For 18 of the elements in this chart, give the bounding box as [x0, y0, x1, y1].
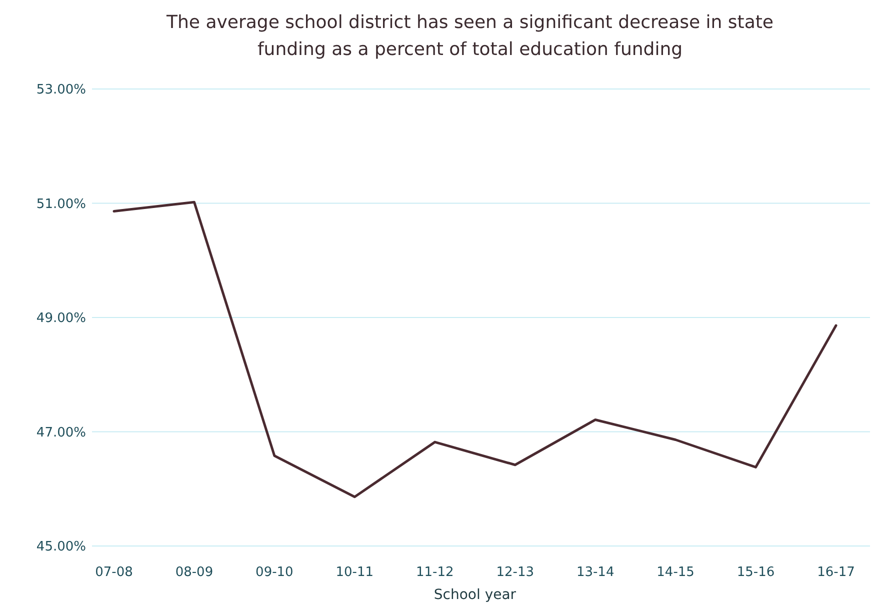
x-tick-label: 11-12 — [416, 565, 454, 580]
line-series — [112, 200, 838, 498]
x-axis-title: School year — [434, 587, 516, 603]
x-tick-label: 08-09 — [175, 565, 214, 580]
x-tick-label: 07-08 — [95, 565, 133, 580]
x-tick-label: 09-10 — [256, 565, 294, 580]
x-tick-label: 13-14 — [576, 565, 614, 580]
x-tick-label: 15-16 — [736, 565, 775, 580]
x-tick-label: 12-13 — [496, 565, 534, 580]
y-tick-label: 49.00% — [36, 311, 86, 326]
y-tick-label: 51.00% — [36, 196, 86, 212]
y-tick-label: 45.00% — [36, 540, 86, 555]
x-tick-label: 16-17 — [817, 565, 855, 580]
y-tick-label: 53.00% — [36, 82, 86, 98]
chart-title: The average school district has seen a significant decrease in state funding as a percent of total education funding — [166, 12, 774, 60]
x-tick-label: 10-11 — [336, 565, 374, 580]
x-tick-label: 14-15 — [656, 565, 694, 580]
y-tick-label: 47.00% — [36, 425, 86, 440]
